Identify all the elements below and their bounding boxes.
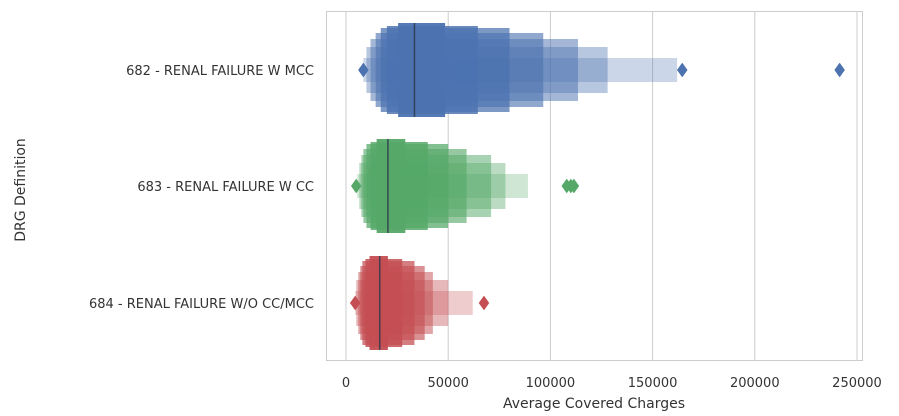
outlier-point <box>478 295 490 311</box>
x-tick-label: 150000 <box>628 376 678 391</box>
outlier-point <box>349 295 361 311</box>
y-tick-label: 682 - RENAL FAILURE W MCC <box>126 64 314 79</box>
series-3 <box>349 256 490 350</box>
y-axis: 682 - RENAL FAILURE W MCC 683 - RENAL FAI… <box>89 64 314 312</box>
y-axis-label: DRG Definition <box>13 138 29 242</box>
series-2 <box>350 139 580 233</box>
outlier-point <box>676 62 688 78</box>
x-tick-label: 0 <box>342 376 350 391</box>
plot-area <box>349 23 845 350</box>
x-axis: 0 50000 100000 150000 200000 250000 <box>342 376 882 391</box>
x-tick-label: 250000 <box>832 376 882 391</box>
y-tick-label: 683 - RENAL FAILURE W CC <box>137 180 314 195</box>
x-tick-label: 50000 <box>428 376 469 391</box>
box-level-1 <box>398 23 446 117</box>
series-1 <box>358 23 845 117</box>
outlier-point <box>350 178 362 194</box>
outlier-point <box>568 178 580 194</box>
x-axis-label: Average Covered Charges <box>503 396 685 412</box>
outlier-point <box>358 62 369 78</box>
x-tick-label: 200000 <box>730 376 780 391</box>
x-tick-label: 100000 <box>526 376 576 391</box>
outlier-point <box>834 62 845 78</box>
box-level-1 <box>369 256 388 350</box>
y-tick-label: 684 - RENAL FAILURE W/O CC/MCC <box>89 297 314 312</box>
plot-frame <box>326 11 863 361</box>
box-level-1 <box>376 139 406 233</box>
